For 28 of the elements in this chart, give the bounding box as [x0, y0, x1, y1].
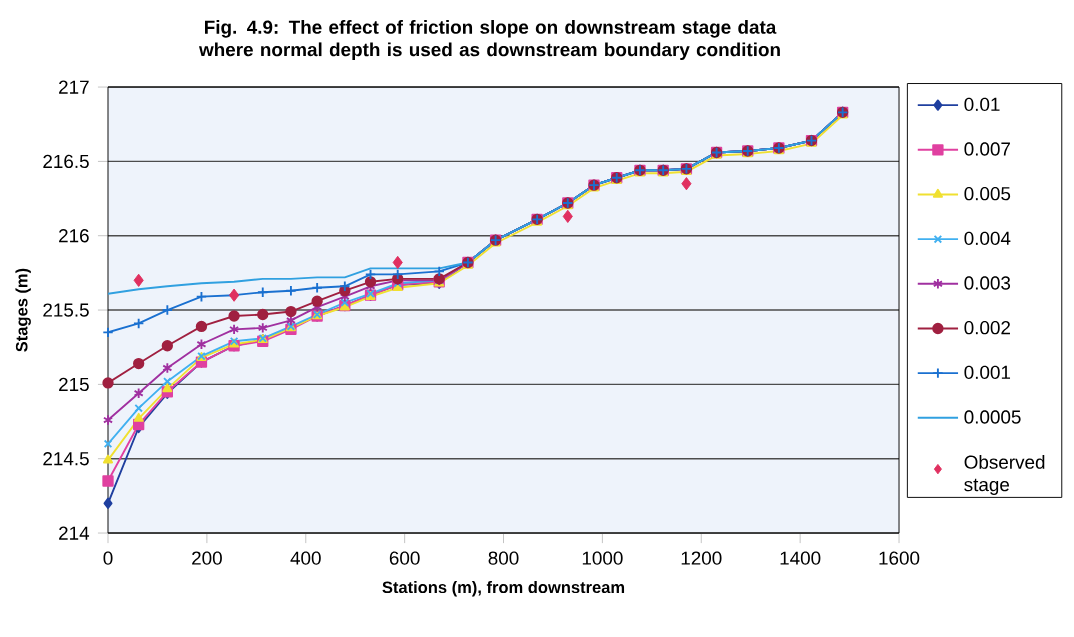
legend-label: 0.0005 [964, 410, 1021, 424]
x-tick-label: 800 [488, 551, 519, 565]
x-tick-label: 1400 [780, 551, 821, 565]
x-tick-label: 1000 [582, 551, 623, 565]
legend-label: 0.004 [964, 231, 1011, 246]
legend-label: Observed stage [964, 454, 1045, 495]
x-tick-label: 200 [192, 551, 222, 565]
legend-label: 0.01 [964, 97, 1000, 112]
x-tick-label: 0 [103, 551, 113, 565]
y-tick-label: 214 [59, 526, 90, 540]
y-tick-label: 216.5 [43, 154, 89, 169]
legend-label: 0.005 [964, 187, 1011, 201]
y-axis-title: Stages (m) [15, 268, 31, 352]
legend-label: 0.003 [964, 276, 1011, 290]
y-tick-label: 216 [59, 229, 89, 243]
x-tick-label: 400 [290, 551, 321, 565]
x-tick-label: 1200 [681, 551, 722, 565]
legend-label: 0.002 [964, 321, 1010, 335]
x-axis-title: Stations (m), from downstream [382, 581, 625, 597]
y-tick-label: 214.5 [43, 452, 89, 466]
legend-label: 0.001 [964, 365, 1011, 380]
chart-title: Fig. 4.9: The effect of friction slope on downstream stage data where normal depth is used as downstream boundary condition [198, 19, 780, 61]
x-tick-label: 1600 [879, 551, 920, 565]
y-tick-label: 217 [59, 80, 89, 94]
legend-label: 0.007 [964, 142, 1010, 156]
y-tick-label: 215.5 [43, 303, 89, 317]
y-tick-label: 215 [59, 377, 89, 392]
x-tick-label: 600 [389, 551, 420, 565]
